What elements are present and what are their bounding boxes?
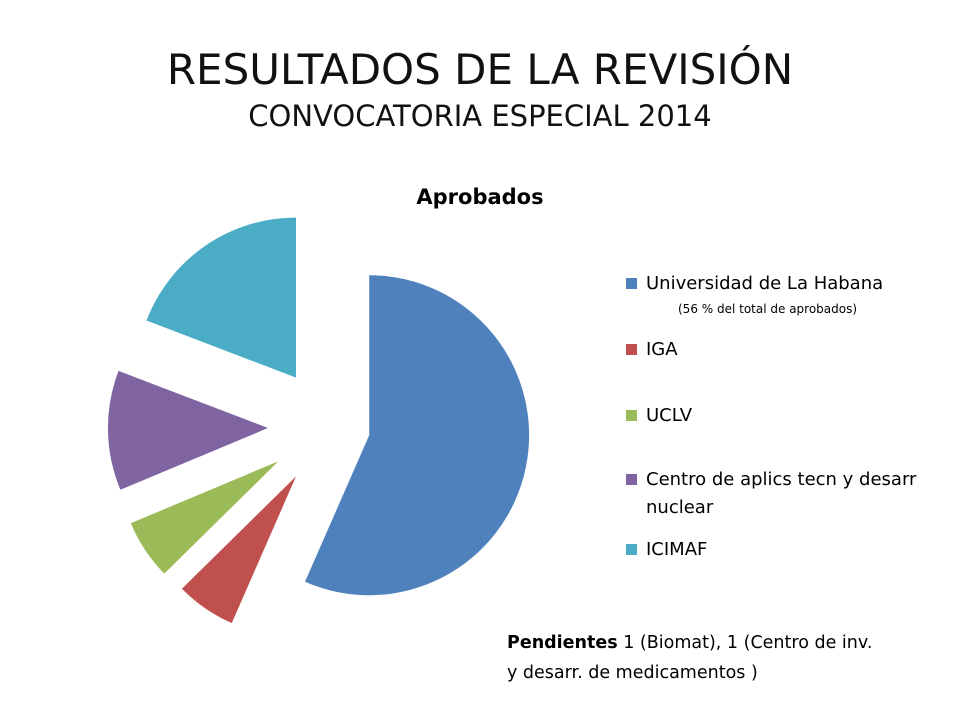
pie-slice-universidad-de-la-habana bbox=[305, 275, 530, 596]
legend-label: Universidad de La Habana bbox=[646, 273, 884, 294]
pending-note: Pendientes 1 (Biomat), 1 (Centro de inv.… bbox=[507, 628, 887, 688]
legend-label: Centro de aplics tecn y desarr nuclear bbox=[646, 469, 917, 518]
legend-swatch bbox=[626, 410, 637, 421]
pending-text: 1 (Biomat), 1 (Centro de inv. y desarr. … bbox=[507, 633, 873, 683]
legend-swatch bbox=[626, 544, 637, 555]
legend-label: UCLV bbox=[646, 405, 693, 426]
pie-slice-iga bbox=[181, 476, 296, 623]
slide-subtitle: CONVOCATORIA ESPECIAL 2014 bbox=[248, 99, 712, 133]
legend-label: ICIMAF bbox=[646, 539, 708, 560]
pie-slice-uclv bbox=[130, 461, 279, 574]
legend-swatch bbox=[626, 278, 637, 289]
legend-note: (56 % del total de aprobados) bbox=[678, 302, 858, 316]
chart-title: Aprobados bbox=[416, 185, 544, 209]
pending-label: Pendientes bbox=[507, 633, 618, 653]
legend-label: IGA bbox=[646, 339, 678, 360]
legend-swatch bbox=[626, 344, 637, 355]
slide-title: RESULTADOS DE LA REVISIÓN bbox=[166, 45, 794, 94]
pie-slice-centro-de-aplics-tecn-y-desarr-nuclear bbox=[107, 370, 268, 490]
pie-slice-icimaf bbox=[146, 217, 296, 378]
legend-swatch bbox=[626, 474, 637, 485]
